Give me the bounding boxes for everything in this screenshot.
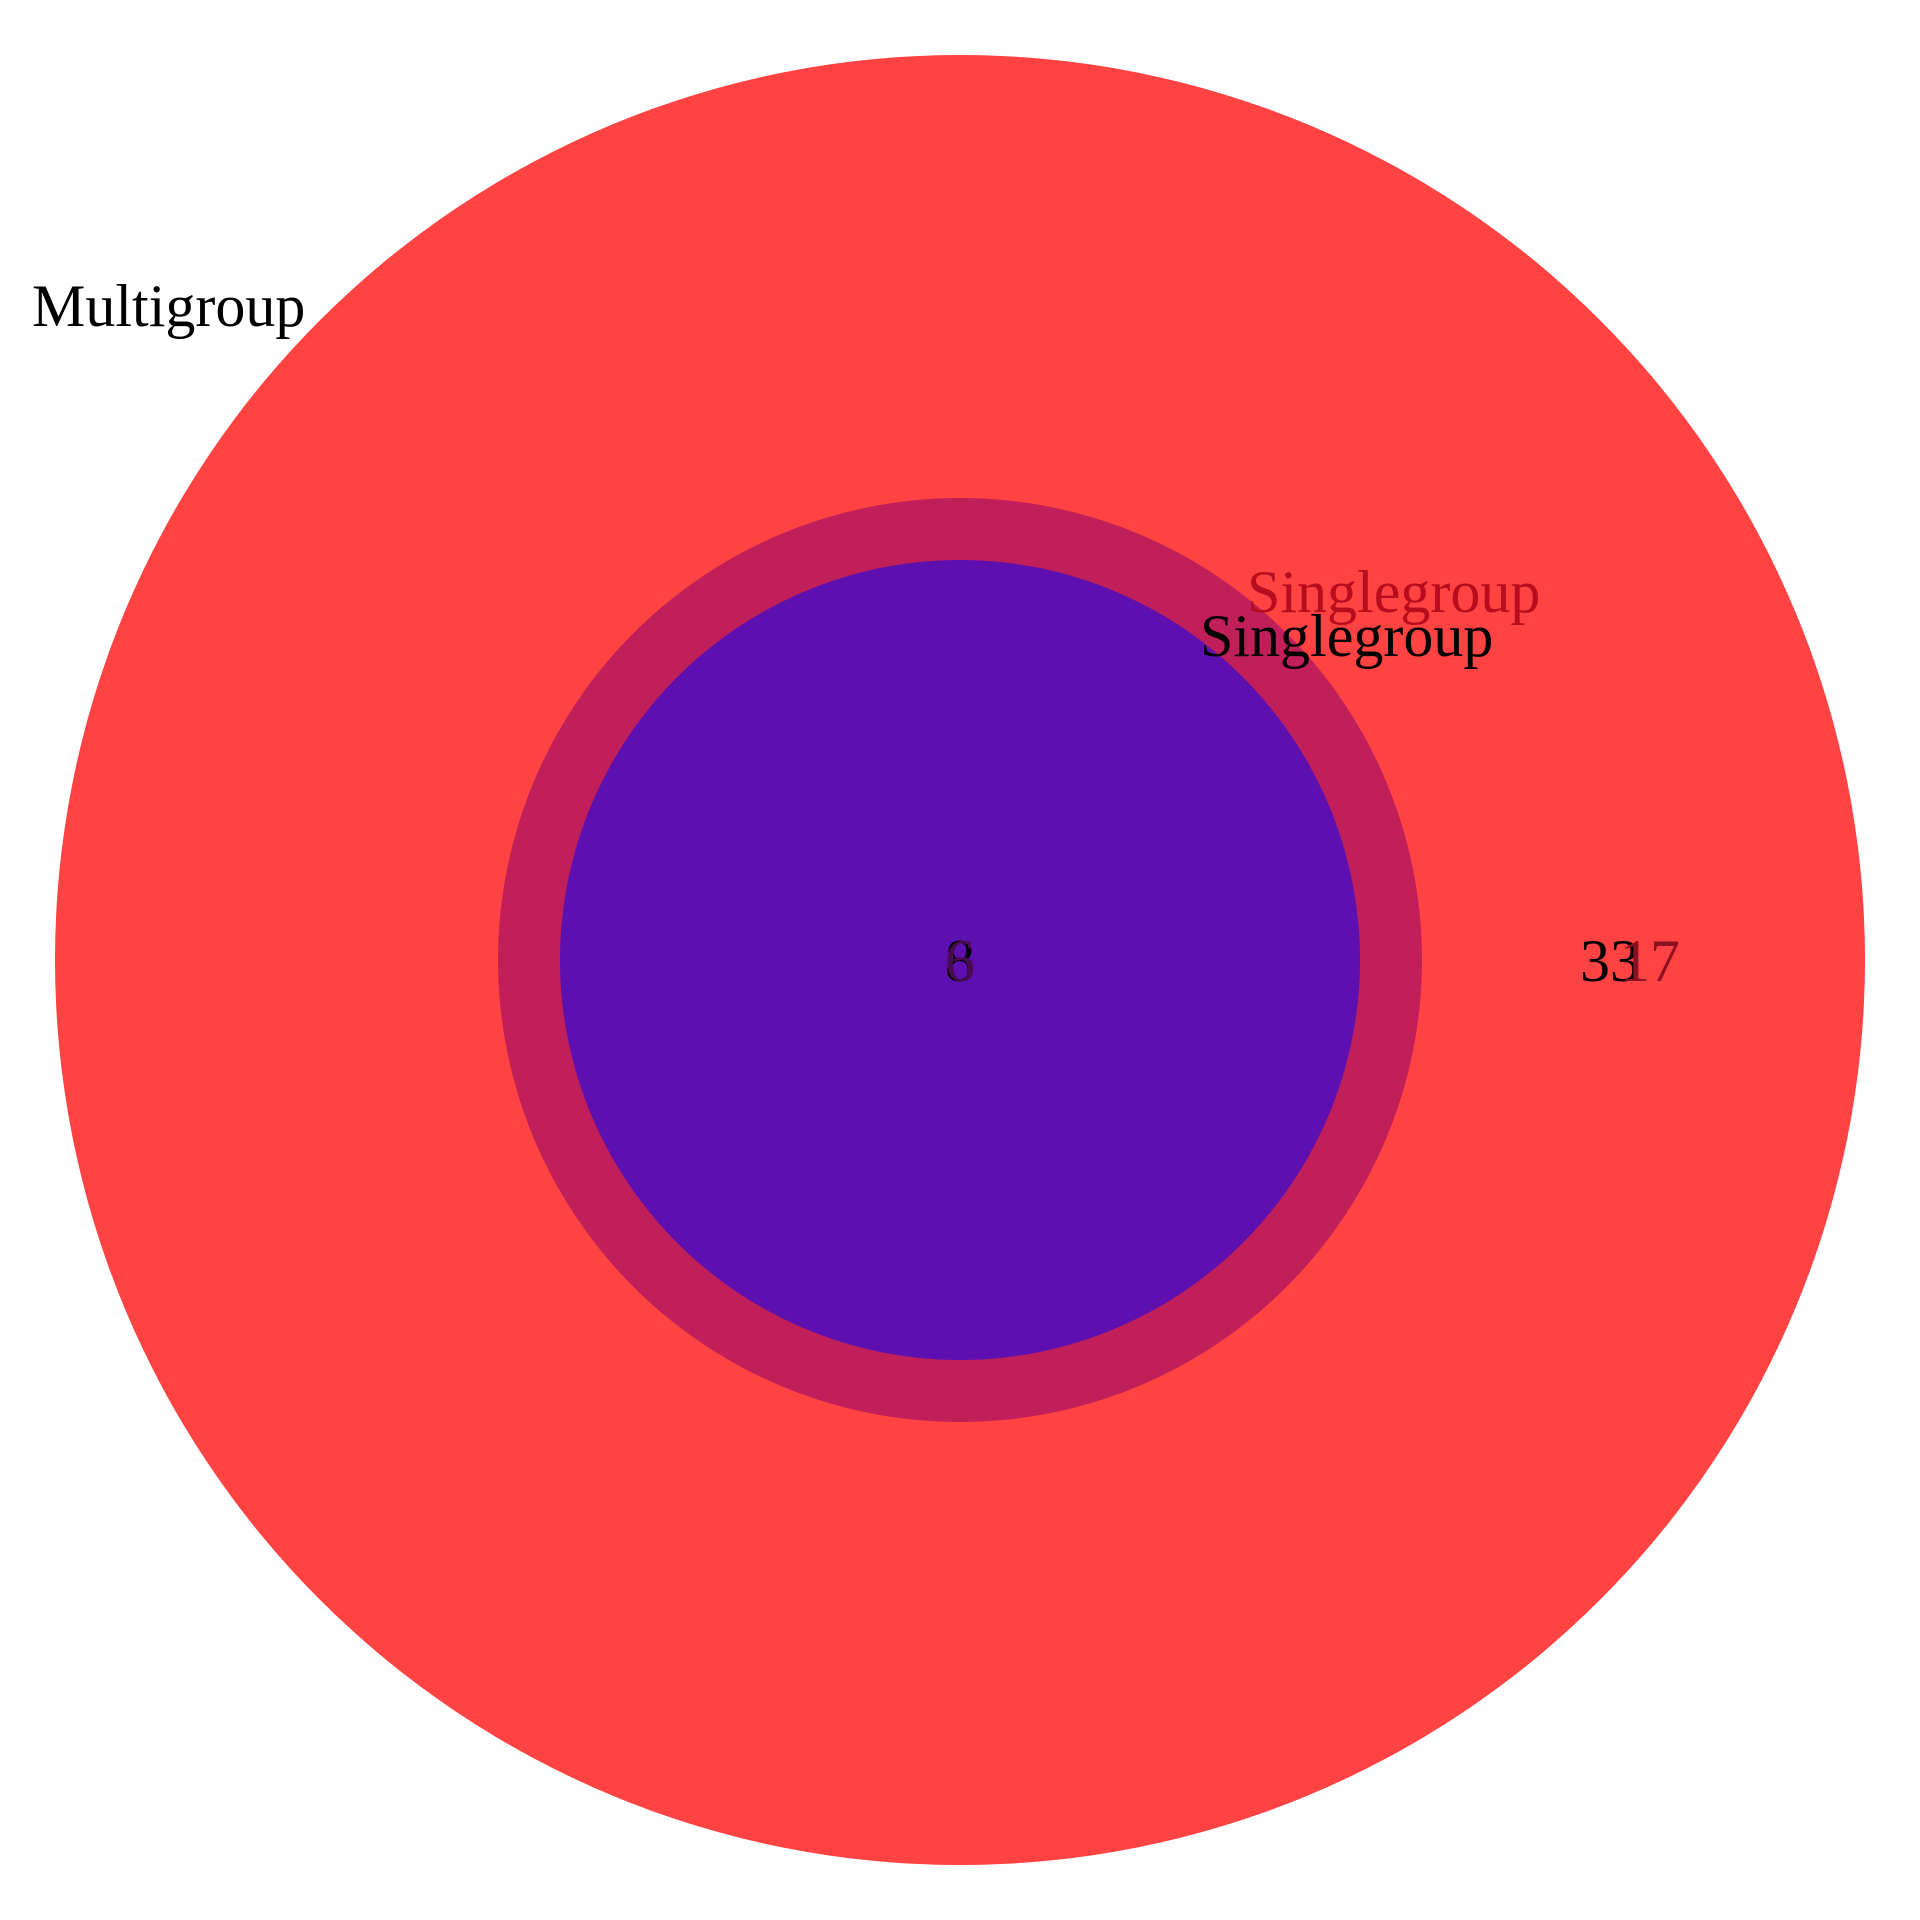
singlegroup-label-black: Singlegroup bbox=[1200, 603, 1493, 669]
center-count-b: 6 bbox=[945, 928, 975, 994]
singlegroup-inner-circle bbox=[560, 560, 1360, 1360]
outer-count-b: 17 bbox=[1620, 928, 1680, 994]
outer-count-a: 33 bbox=[1580, 928, 1640, 994]
center-count-a: 8 bbox=[945, 928, 975, 994]
multigroup-label: Multigroup bbox=[32, 273, 305, 339]
singlegroup-label-red: Singlegroup bbox=[1247, 559, 1540, 625]
